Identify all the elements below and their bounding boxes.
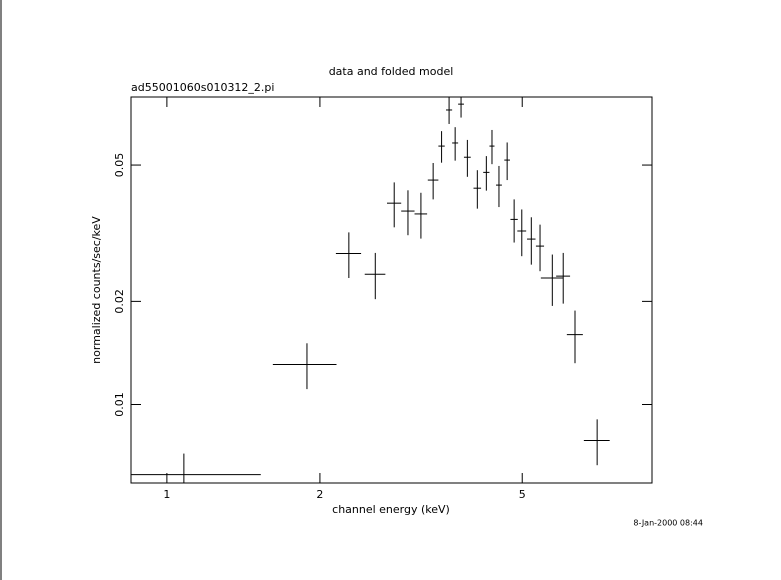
chart-subtitle: ad55001060s010312_2.pi [131,81,274,94]
y-axis-label: normalized counts/sec/keV [90,216,103,364]
x-tick-label: 2 [316,488,323,501]
chart-title: data and folded model [329,65,454,78]
y-tick-label: 0.05 [113,153,126,178]
plot-frame [130,96,653,484]
x-axis-label: channel energy (keV) [332,503,450,516]
data-layer [131,97,610,483]
timestamp: 8-Jan-2000 08:44 [633,519,703,528]
y-tick-label: 0.02 [113,289,126,314]
x-tick-label: 5 [519,488,526,501]
y-tick-label: 0.01 [113,392,126,417]
x-tick-label: 1 [163,488,170,501]
